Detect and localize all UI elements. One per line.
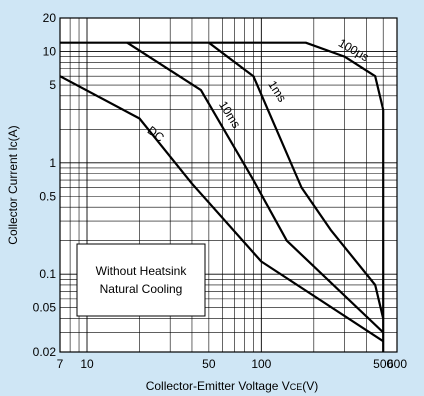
y-tick-label: 10 bbox=[43, 45, 57, 59]
x-tick-label: 600 bbox=[387, 357, 407, 371]
x-tick-label: 7 bbox=[57, 357, 64, 371]
annotation-box: Without Heatsink Natural Cooling bbox=[76, 243, 206, 317]
x-tick-label: 50 bbox=[202, 357, 216, 371]
x-axis-title-subscript: CE bbox=[290, 382, 303, 392]
x-tick-label: 10 bbox=[80, 357, 94, 371]
y-axis-title: Collector Current Ic(A) bbox=[6, 125, 20, 244]
y-tick-label: 0.02 bbox=[33, 345, 57, 359]
curves bbox=[59, 41, 385, 352]
y-tick-label: 5 bbox=[49, 78, 56, 92]
annotation-line-2: Natural Cooling bbox=[100, 282, 183, 296]
x-tick-label: 100 bbox=[251, 357, 271, 371]
curve-2 bbox=[126, 41, 384, 334]
annotation-line-1: Without Heatsink bbox=[96, 264, 188, 278]
x-axis-title: Collector-Emitter Voltage VCE(V) bbox=[146, 379, 319, 393]
y-tick-label: 1 bbox=[49, 156, 56, 170]
y-tick-label: 20 bbox=[43, 11, 57, 25]
curve-1 bbox=[208, 41, 385, 319]
y-tick-label: 0.5 bbox=[39, 189, 56, 203]
x-tick-label: 500 bbox=[373, 357, 393, 371]
curve-0 bbox=[60, 41, 385, 352]
curve-3 bbox=[59, 75, 384, 343]
y-tick-label: 0.1 bbox=[39, 267, 56, 281]
y-tick-label: 0.05 bbox=[33, 301, 57, 315]
